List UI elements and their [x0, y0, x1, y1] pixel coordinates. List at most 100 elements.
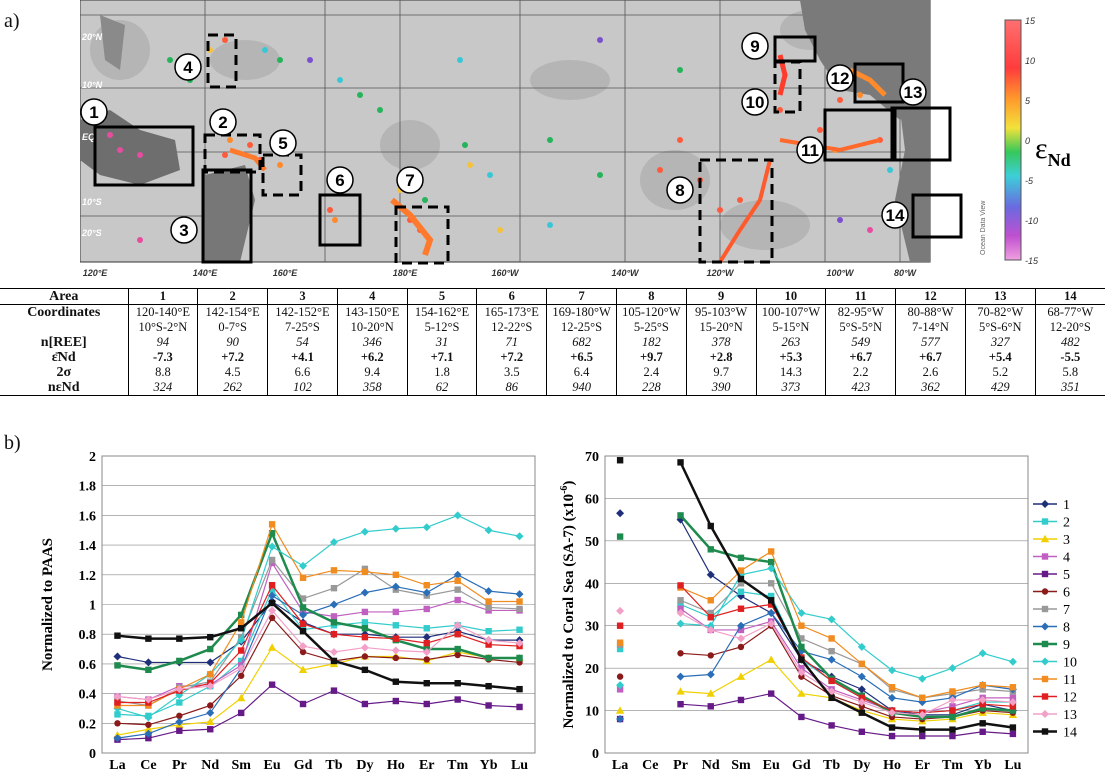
series-line-9 [679, 514, 1013, 719]
data-point-12 [616, 622, 624, 629]
data-point-5 [330, 687, 338, 694]
area-number-9: 9 [750, 37, 759, 56]
data-point-11 [616, 639, 624, 646]
data-point-7 [330, 584, 338, 592]
lat-label: 10°S [82, 197, 102, 207]
panel-a-label: a) [4, 10, 20, 32]
x-tick-label: La [109, 758, 125, 773]
data-point-10 [918, 674, 927, 683]
y-tick-label: 0.8 [79, 628, 97, 643]
area-marker-10 [741, 88, 769, 116]
area-number-13: 13 [904, 83, 923, 102]
table-cell: 327 [964, 335, 1036, 350]
data-dot [857, 92, 863, 98]
data-dot [107, 132, 113, 138]
data-point-10 [888, 666, 897, 675]
data-point-11 [737, 567, 745, 574]
data-point-13 [1008, 698, 1017, 707]
series-line-13 [680, 612, 1013, 716]
legend-label: 13 [1063, 708, 1077, 723]
data-point-10 [268, 542, 277, 551]
data-point-7 [677, 597, 684, 604]
data-point-5 [237, 709, 245, 717]
data-dot [737, 197, 743, 203]
y-tick-label: 70 [585, 450, 599, 465]
table-cell: 346 [336, 335, 408, 350]
data-point-9 [707, 546, 714, 553]
x-tick-label: Pr [673, 758, 688, 773]
data-point-2 [616, 645, 624, 653]
data-point-10 [978, 649, 987, 658]
data-point-9 [485, 654, 492, 662]
legend-label: 7 [1063, 603, 1070, 618]
area-number-8: 8 [675, 181, 684, 200]
lon-label: 140°E [193, 268, 219, 278]
x-tick-label: Lu [511, 758, 528, 773]
y-axis-label: Normalized to Coral Sea (SA-7) (x10-6) [559, 481, 577, 729]
data-point-5 [828, 722, 835, 729]
area-box-10 [773, 60, 802, 114]
data-point-14 [423, 680, 430, 687]
data-point-2 [392, 622, 400, 629]
row-header: Coordinates [27, 305, 101, 320]
table-cell: 5.8 [1034, 365, 1105, 380]
data-point-11 [361, 568, 369, 576]
data-point-2 [767, 592, 775, 600]
data-point-13 [918, 710, 927, 719]
table-cell: 2.2 [825, 365, 896, 380]
data-point-6 [299, 648, 307, 656]
data-point-2 [677, 601, 684, 608]
data-point-13 [888, 708, 897, 717]
data-point-6 [454, 651, 461, 659]
data-point-5 [176, 727, 183, 734]
data-point-4 [677, 605, 684, 612]
row-header: Area [0, 288, 128, 305]
legend-label: 1 [1063, 498, 1070, 513]
data-dot [817, 127, 823, 133]
table-cell: 143-150°E [336, 304, 408, 320]
table-cell: 5.2 [964, 365, 1036, 380]
data-point-13 [144, 695, 153, 704]
data-point-12 [979, 701, 986, 708]
colorbar-label: εNd [1035, 132, 1071, 170]
area-marker-1 [80, 98, 108, 126]
data-point-10 [515, 532, 524, 541]
data-point-3 [766, 655, 776, 663]
y-tick-label: 1.2 [79, 569, 97, 584]
area-box-3 [201, 168, 253, 264]
data-point-5 [145, 734, 152, 742]
table-cell: 362 [895, 380, 966, 396]
table-cell: 70-82°W [964, 304, 1036, 320]
area-number-4: 4 [183, 58, 193, 77]
data-point-7 [299, 595, 307, 602]
table-cell: 7-25°S [267, 320, 338, 335]
data-point-11 [207, 671, 214, 678]
table-cell: 7-14°N [895, 320, 966, 335]
table-cell: 10°S-2°N [127, 320, 198, 335]
series-line-8 [680, 612, 1013, 703]
data-point-12 [423, 639, 430, 647]
data-point-11 [330, 567, 338, 574]
data-dot [497, 227, 503, 233]
data-point-14 [114, 632, 121, 639]
table-cell: 9.4 [336, 365, 408, 380]
table-cell: 68-77°W [1034, 304, 1105, 320]
area-number-3: 3 [179, 221, 188, 240]
data-point-4 [737, 626, 745, 634]
legend-label: 3 [1063, 533, 1070, 548]
data-point-8 [422, 588, 431, 597]
area-box-11 [823, 108, 897, 162]
data-point-9 [145, 666, 152, 674]
area-box-14 [911, 193, 963, 239]
x-tick-label: Ce [140, 758, 156, 773]
data-point-8 [736, 621, 745, 630]
data-dot [547, 222, 553, 228]
data-point-7 [979, 686, 986, 693]
data-point-13 [978, 695, 987, 704]
table-cell: 9 [685, 288, 757, 305]
coral-sea-chart: 0 10 20 30 40 50 60 70 La Ce Pr Nd Sm Eu Gd Tb Dy Ho Er Tm Y… [559, 450, 1077, 773]
legend-marker [1041, 622, 1049, 631]
data-point-6 [423, 656, 430, 663]
data-point-9 [677, 512, 684, 519]
